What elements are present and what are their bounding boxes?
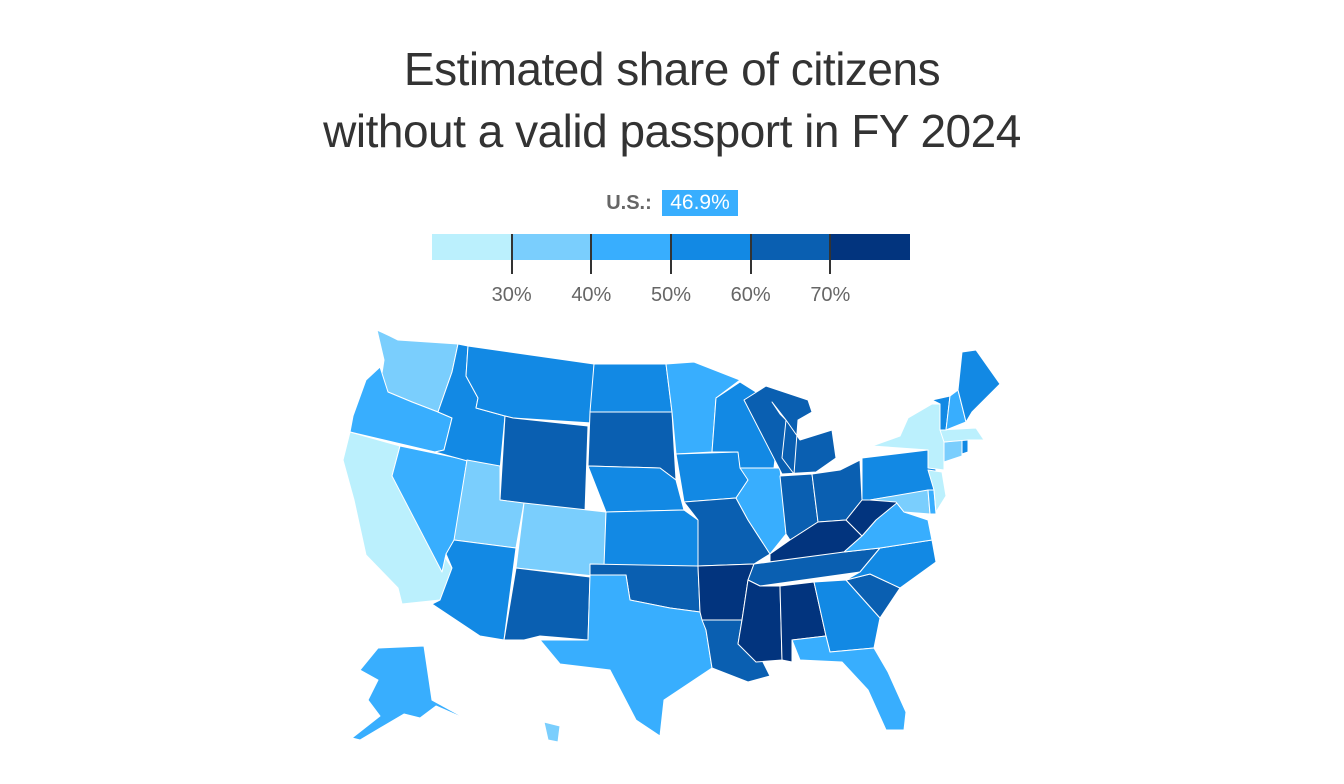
- state-vt[interactable]: [931, 395, 951, 431]
- legend-tick: [670, 234, 672, 274]
- legend-bin-5: [830, 234, 911, 260]
- state-az[interactable]: [431, 539, 517, 641]
- legend-tick-label: 70%: [810, 284, 851, 306]
- legend-bin-0: [432, 234, 512, 260]
- state-ri[interactable]: [961, 439, 969, 455]
- legend-tick-label: 60%: [730, 284, 771, 306]
- us-average-value: 46.9%: [662, 190, 738, 216]
- title-line-1: Estimated share of citizens: [403, 43, 941, 95]
- us-average: U.S.: 46.9%: [0, 190, 1344, 216]
- state-md[interactable]: [869, 489, 931, 515]
- state-de[interactable]: [927, 489, 937, 515]
- state-ak[interactable]: [351, 645, 473, 741]
- title-line-2: without a valid passport in FY 2024: [323, 105, 1021, 157]
- legend-tick: [510, 234, 513, 274]
- legend-tick: [749, 234, 752, 274]
- state-ks[interactable]: [603, 509, 699, 567]
- legend-tick-label: 40%: [571, 284, 612, 306]
- state-ia[interactable]: [675, 451, 749, 503]
- state-nm[interactable]: [503, 567, 591, 641]
- state-ma[interactable]: [939, 427, 985, 443]
- legend-tick: [829, 234, 832, 274]
- state-wy[interactable]: [499, 415, 589, 513]
- state-hi[interactable]: [543, 721, 561, 743]
- color-legend: [432, 234, 911, 260]
- state-mi[interactable]: [743, 385, 837, 475]
- legend-bin-3: [671, 234, 751, 260]
- legend-bin-2: [591, 234, 672, 260]
- state-me[interactable]: [957, 349, 1001, 423]
- legend-bin-1: [511, 234, 592, 260]
- state-ct[interactable]: [943, 439, 963, 463]
- legend-bin-4: [750, 234, 831, 260]
- us-average-label: U.S.:: [606, 191, 652, 214]
- legend-ticks: [432, 234, 910, 274]
- legend-tick: [590, 234, 593, 274]
- legend-tick-label: 50%: [650, 284, 692, 306]
- state-nj[interactable]: [927, 469, 947, 513]
- state-nd[interactable]: [589, 363, 673, 413]
- chart-title: Estimated share of citizens without a va…: [0, 38, 1344, 162]
- state-ne[interactable]: [587, 465, 685, 513]
- state-fl[interactable]: [791, 635, 907, 731]
- legend-tick-label: 30%: [491, 284, 532, 306]
- state-tx[interactable]: [539, 574, 713, 737]
